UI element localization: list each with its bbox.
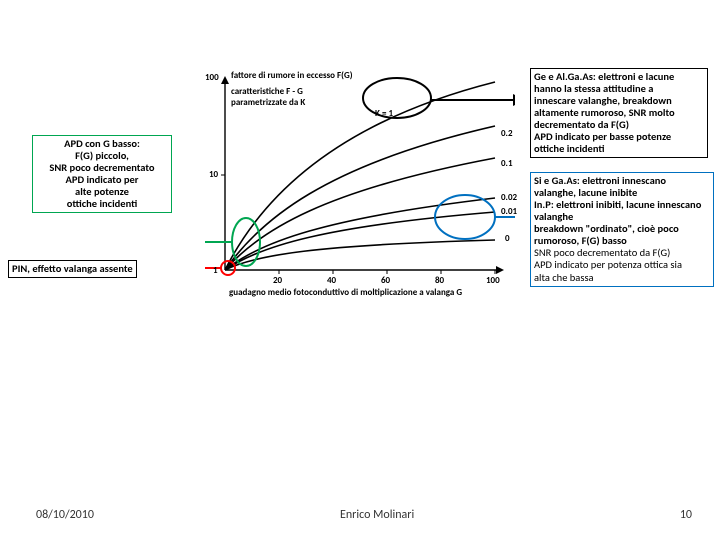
xtick-100: 100	[486, 275, 500, 286]
annot-left-top-l6: ottiche incidenti	[36, 198, 168, 210]
chart-subtitle: caratteristiche F - G parametrizzate da …	[231, 86, 305, 108]
curve-label-01: 0.1	[501, 158, 513, 169]
curve-label-02: 0.2	[501, 128, 513, 139]
ytick-100: 100	[205, 72, 219, 83]
ytick-10: 10	[209, 169, 218, 180]
slide: fattore di rumore in eccesso F(G) caratt…	[0, 0, 720, 540]
rb-l9: alta che bassa	[534, 272, 710, 284]
xtick-80: 80	[435, 275, 444, 286]
chart: fattore di rumore in eccesso F(G) caratt…	[205, 70, 515, 300]
ytick-1: 1	[213, 265, 218, 276]
curve-label-001: 0.01	[501, 206, 517, 217]
curve-label-0: 0	[505, 233, 510, 244]
curve-label-k1: K = 1	[375, 108, 393, 119]
chart-title: fattore di rumore in eccesso F(G)	[231, 70, 353, 81]
annot-left-bottom-text: PIN, effetto valanga assente	[12, 262, 133, 275]
footer-date: 08/10/2010	[36, 508, 94, 522]
annot-right-top: Ge e Al.Ga.As: elettroni e lacune hanno …	[530, 68, 708, 158]
annot-right-bottom: Si e Ga.As: elettroni innescano valanghe…	[530, 172, 714, 287]
footer-author: Enrico Molinari	[340, 508, 414, 522]
chart-xlabel: guadagno medio fotoconduttivo di moltipl…	[229, 287, 462, 298]
footer-page: 10	[680, 508, 692, 522]
rt-l7: ottiche incidenti	[534, 143, 704, 155]
xtick-40: 40	[327, 275, 336, 286]
annot-left-top: APD con G basso: F(G) piccolo, SNR poco …	[32, 135, 172, 213]
xtick-20: 20	[273, 275, 282, 286]
curve-label-002: 0.02	[501, 192, 517, 203]
annot-left-bottom: PIN, effetto valanga assente	[8, 260, 137, 278]
rb-l8: APD indicato per potenza ottica sia	[534, 259, 710, 271]
xtick-60: 60	[381, 275, 390, 286]
